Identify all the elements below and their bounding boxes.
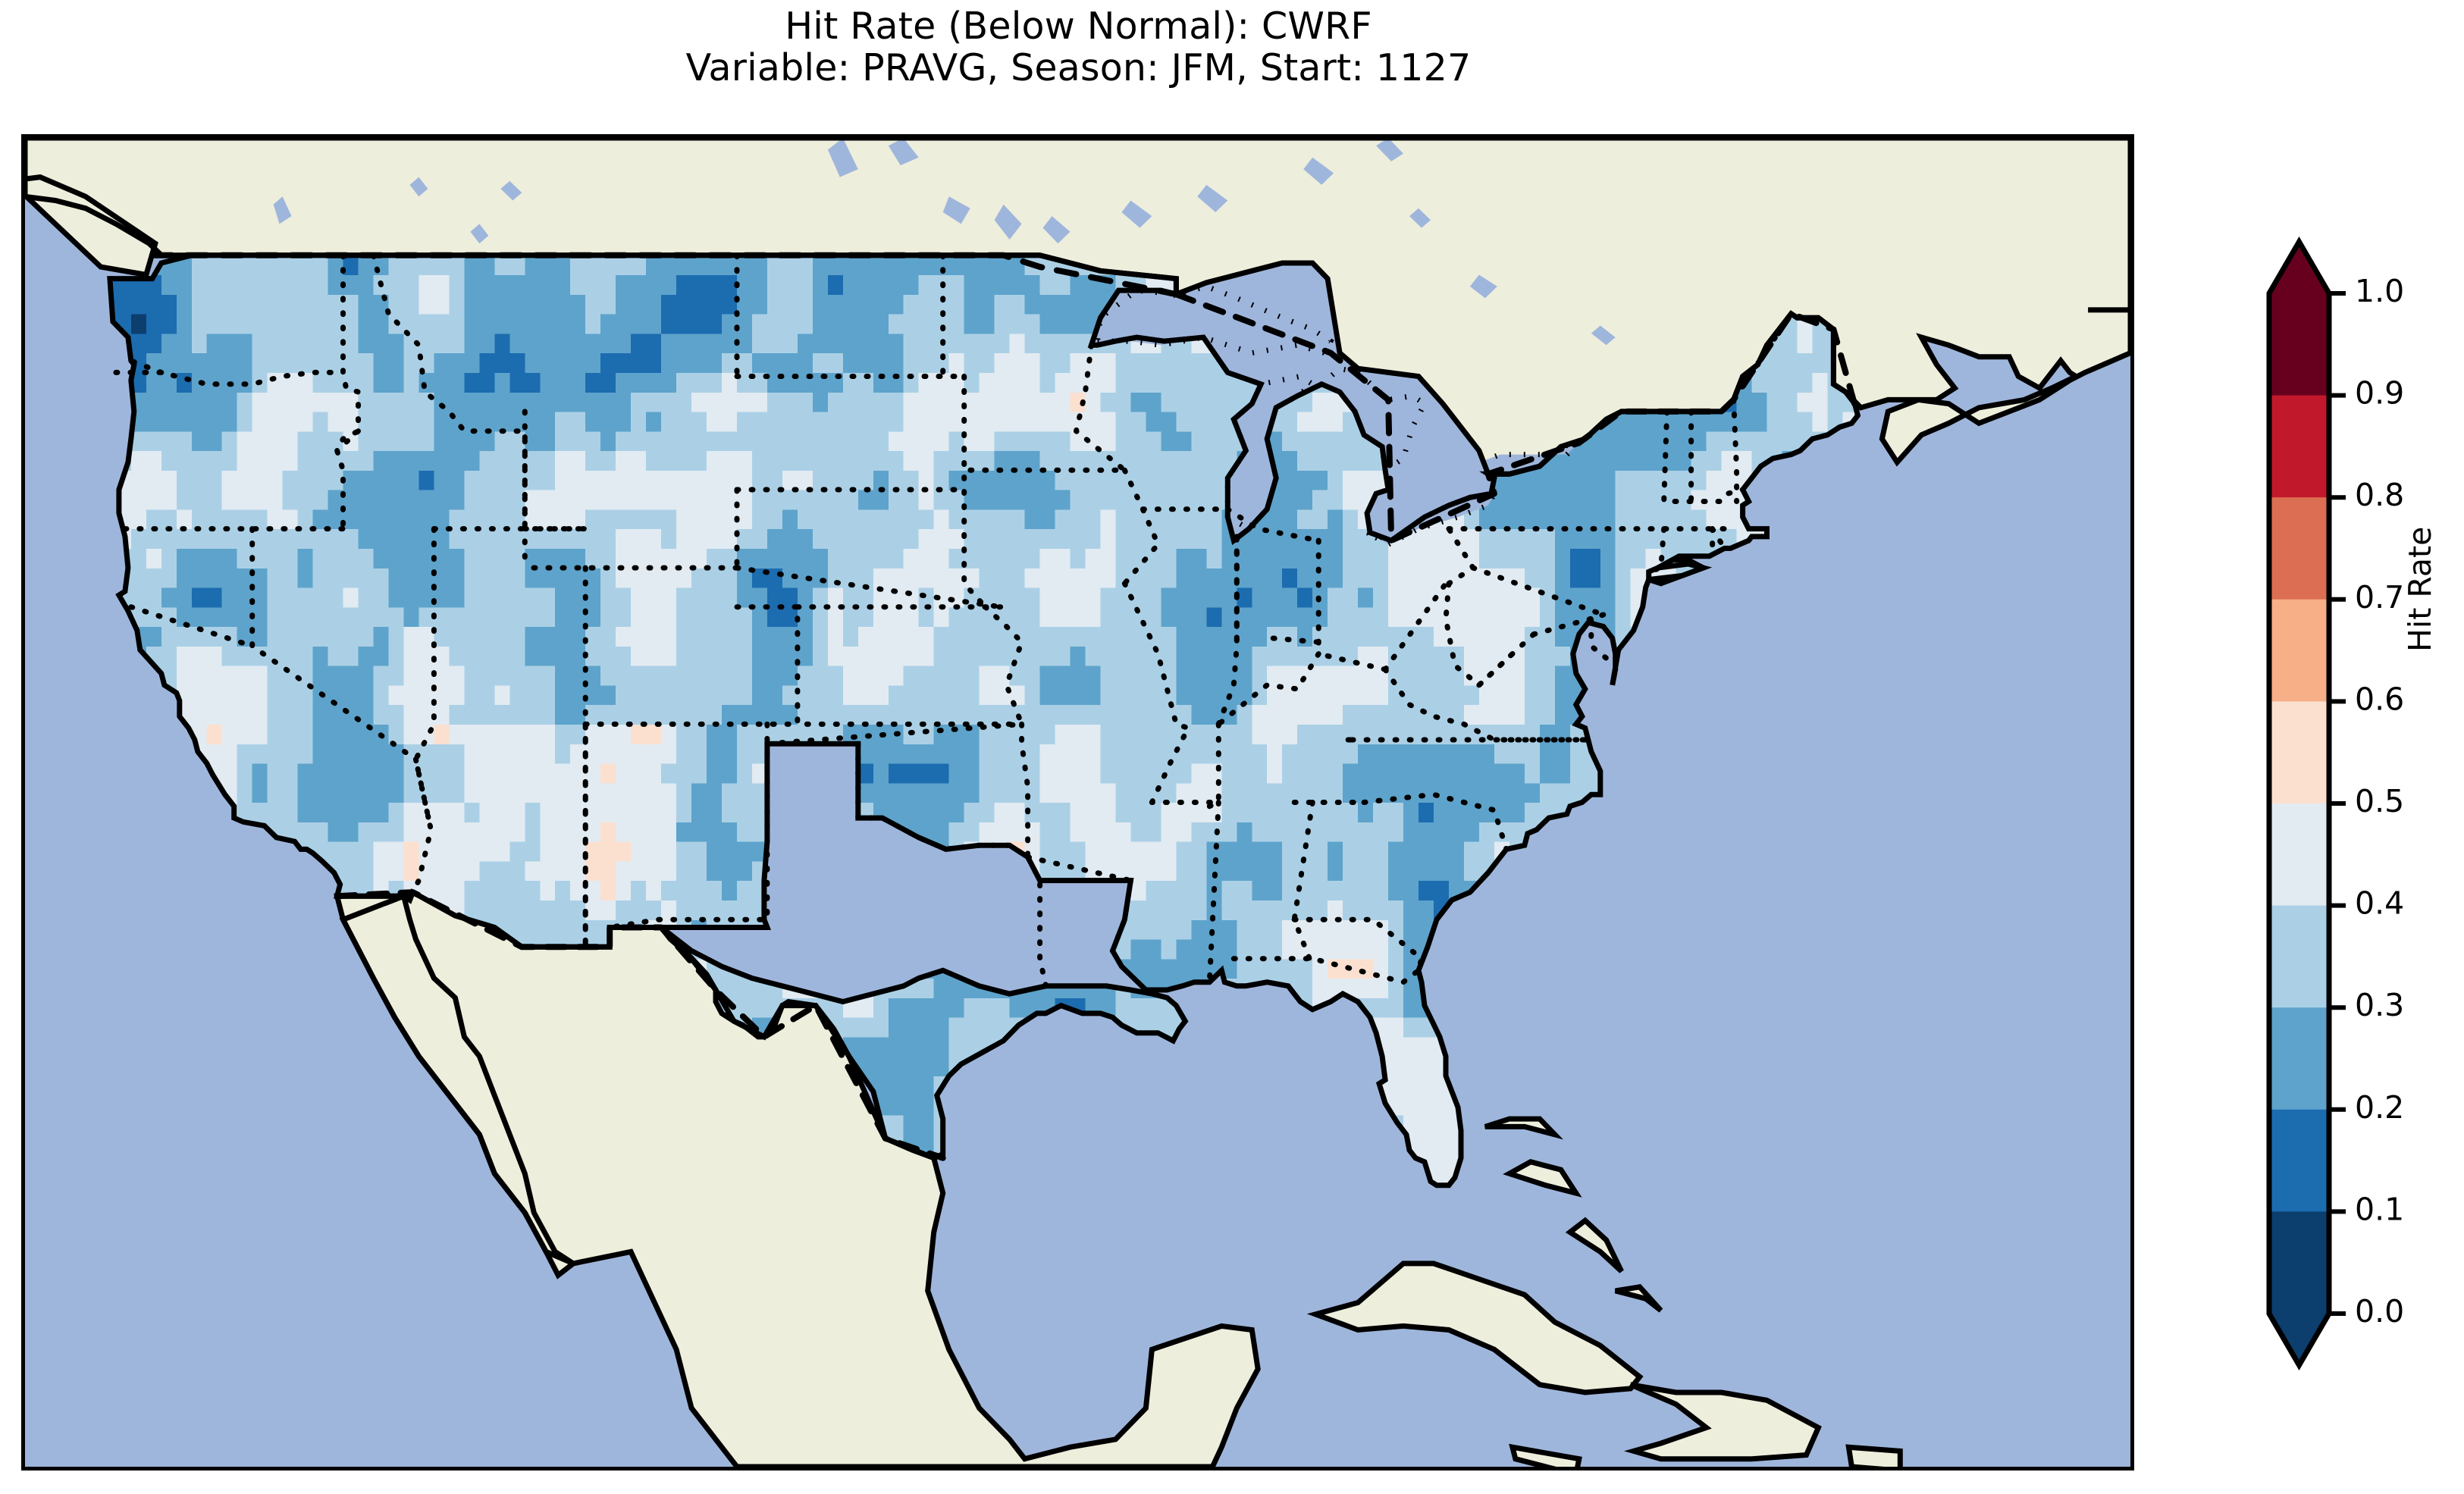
colorbar-svg: 1.0 0.9 0.8 0.7 0.6 0.5 0.4 0.3 0.2 0.1 0.0 [2266, 236, 2404, 1370]
colorbar-band [2269, 1211, 2329, 1314]
colorbar-band [2269, 803, 2329, 907]
colorbar-tick-label: 0.7 [2355, 579, 2404, 615]
colorbar-band [2269, 599, 2329, 702]
colorbar-tick-label: 0.8 [2355, 477, 2404, 513]
colorbar-band [2269, 1007, 2329, 1110]
colorbar-ticks: 1.0 0.9 0.8 0.7 0.6 0.5 0.4 0.3 0.2 0.1 0.0 [2329, 273, 2404, 1330]
title-line-2: Variable: PRAVG, Season: JFM, Start: 112… [685, 45, 1472, 89]
colorbar-bands [2269, 242, 2329, 1365]
colorbar-band [2269, 905, 2329, 1008]
colorbar-tick-label: 0.3 [2355, 987, 2404, 1023]
colorbar[interactable]: 1.0 0.9 0.8 0.7 0.6 0.5 0.4 0.3 0.2 0.1 0.0 [2256, 227, 2464, 1380]
figure-title: Hit Rate (Below Normal): CWRF Variable: … [0, 5, 2157, 89]
coastlines [25, 138, 2130, 1467]
colorbar-tick-label: 0.1 [2355, 1191, 2404, 1227]
colorbar-axis-label: Hit Rate [2402, 526, 2438, 652]
colorbar-tick-label: 0.2 [2355, 1089, 2404, 1126]
map-panel [21, 134, 2134, 1471]
colorbar-tick-label: 0.5 [2355, 783, 2404, 819]
colorbar-band [2269, 701, 2329, 804]
colorbar-tick-label: 0.4 [2355, 885, 2404, 922]
colorbar-tick-label: 0.6 [2355, 681, 2404, 717]
colorbar-band [2269, 293, 2329, 396]
colorbar-band [2269, 1109, 2329, 1212]
colorbar-band [2269, 497, 2329, 600]
map-canvas [25, 138, 2130, 1467]
colorbar-band [2269, 395, 2329, 498]
colorbar-tick-label: 0.9 [2355, 375, 2404, 412]
colorbar-tick-label: 1.0 [2355, 273, 2404, 309]
title-line-1: Hit Rate (Below Normal): CWRF [785, 5, 1372, 48]
colorbar-tick-label: 0.0 [2355, 1293, 2404, 1330]
